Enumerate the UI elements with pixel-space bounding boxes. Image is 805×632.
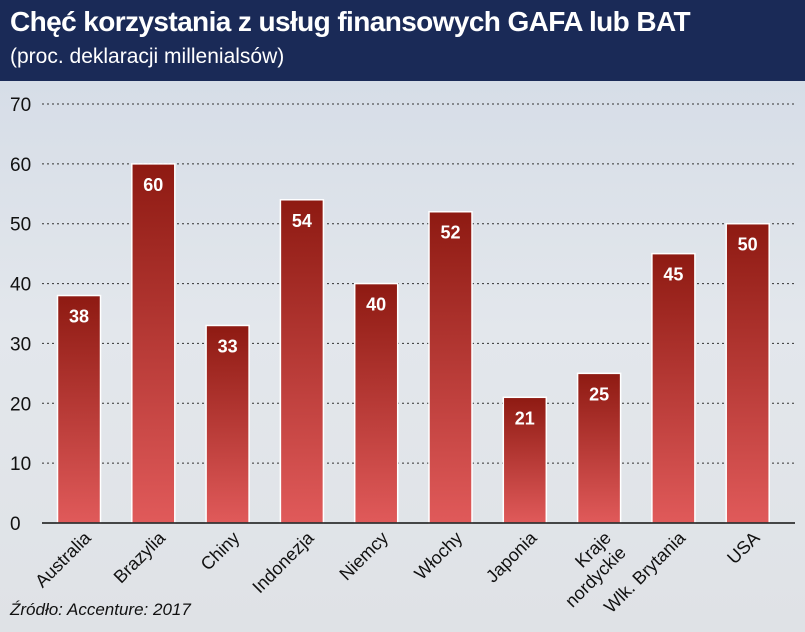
chart-subtitle: (proc. deklaracji millenialsów) (10, 45, 285, 68)
bar-value-label: 54 (292, 211, 312, 231)
bar (56, 294, 102, 524)
x-tick-label: Indonezja (248, 527, 318, 597)
bar-value-label: 33 (218, 336, 238, 356)
x-tick-label: Brazylia (110, 527, 170, 587)
bar (576, 372, 622, 524)
bar-value-label: 38 (69, 307, 89, 327)
chart-title: Chęć korzystania z usług finansowych GAF… (10, 6, 691, 37)
x-tick-label: USA (723, 528, 763, 568)
x-tick-label: Włochy (410, 528, 466, 584)
bar-value-label: 25 (589, 384, 609, 404)
bar (279, 199, 325, 524)
bar (651, 252, 696, 524)
bar (353, 282, 399, 524)
y-tick-label: 60 (10, 155, 31, 176)
bar (502, 396, 548, 524)
y-tick-label: 10 (10, 454, 31, 475)
bar (131, 163, 176, 524)
bar-value-label: 50 (738, 235, 758, 255)
bars (56, 163, 770, 524)
source-note: Źródło: Accenture: 2017 (10, 600, 191, 619)
bar (428, 210, 473, 524)
bar-value-label: 21 (515, 408, 535, 428)
bar-value-label: 60 (143, 175, 163, 195)
data-labels: 38 60 33 54 40 52 21 25 45 50 (69, 175, 758, 428)
bar (725, 222, 770, 524)
y-tick-label: 40 (10, 275, 31, 296)
y-tick-label: 0 (10, 514, 21, 535)
x-tick-label: Japonia (482, 527, 541, 586)
x-tick-label: Australia (31, 527, 95, 591)
y-tick-label: 20 (10, 394, 31, 415)
y-axis-ticks: 0 10 20 30 40 50 60 70 (10, 95, 31, 535)
y-tick-label: 30 (10, 334, 31, 355)
x-tick-label: Niemcy (335, 528, 392, 585)
bar-value-label: 52 (440, 223, 460, 243)
chart-header: Chęć korzystania z usług finansowych GAF… (0, 0, 805, 81)
bar-value-label: 45 (663, 265, 683, 285)
y-tick-label: 50 (10, 215, 31, 236)
x-tick-label: Chiny (197, 528, 244, 575)
bar-value-label: 40 (366, 295, 386, 315)
bar (205, 324, 250, 524)
y-tick-label: 70 (10, 95, 31, 116)
